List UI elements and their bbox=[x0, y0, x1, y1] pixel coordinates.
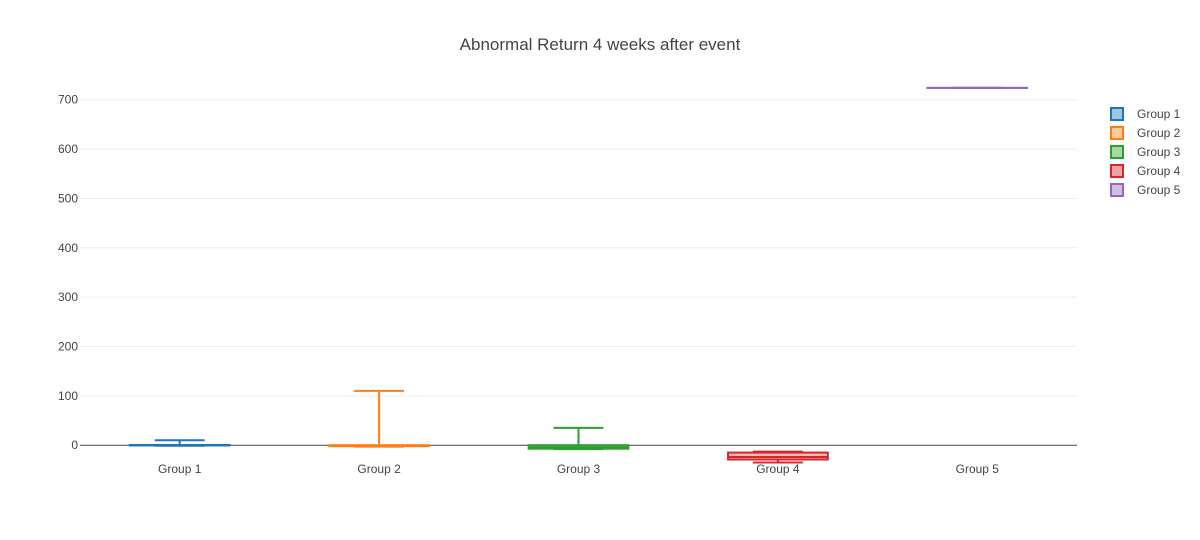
box-trace bbox=[328, 389, 430, 448]
y-tick-label: 0 bbox=[71, 438, 78, 452]
x-tick-label: Group 2 bbox=[357, 462, 401, 476]
legend-item[interactable]: Group 5 bbox=[1110, 183, 1181, 197]
chart-title: Abnormal Return 4 weeks after event bbox=[460, 35, 741, 54]
legend-label: Group 4 bbox=[1137, 164, 1181, 178]
y-axis-ticks: 0 100 200 300 400 500 600 700 bbox=[58, 93, 78, 452]
legend-swatch bbox=[1110, 183, 1124, 197]
legend-label: Group 3 bbox=[1137, 145, 1181, 159]
legend-item[interactable]: Group 1 bbox=[1110, 107, 1181, 121]
legend-item[interactable]: Group 2 bbox=[1110, 126, 1181, 140]
y-tick-label: 100 bbox=[58, 389, 78, 403]
x-tick-label: Group 3 bbox=[557, 462, 601, 476]
legend-swatch bbox=[1110, 145, 1124, 159]
legend-swatch bbox=[1110, 164, 1124, 178]
gridlines bbox=[80, 99, 1077, 397]
legend-label: Group 2 bbox=[1137, 126, 1181, 140]
legend[interactable]: Group 1 Group 2 Group 3 Group 4 Group 5 bbox=[1110, 107, 1181, 197]
y-tick-label: 600 bbox=[58, 142, 78, 156]
x-tick-label: Group 4 bbox=[756, 462, 800, 476]
legend-swatch bbox=[1110, 107, 1124, 121]
legend-label: Group 5 bbox=[1137, 183, 1181, 197]
legend-item[interactable]: Group 4 bbox=[1110, 164, 1181, 178]
box-traces bbox=[128, 86, 1029, 464]
legend-swatch bbox=[1110, 126, 1124, 140]
y-tick-label: 200 bbox=[58, 339, 78, 353]
x-tick-label: Group 1 bbox=[158, 462, 202, 476]
box-trace bbox=[727, 450, 829, 464]
legend-item[interactable]: Group 3 bbox=[1110, 145, 1181, 159]
legend-label: Group 1 bbox=[1137, 107, 1181, 121]
y-tick-label: 700 bbox=[58, 93, 78, 107]
y-tick-label: 400 bbox=[58, 241, 78, 255]
box-trace bbox=[527, 426, 630, 451]
box-trace bbox=[128, 439, 231, 447]
y-tick-label: 300 bbox=[58, 290, 78, 304]
x-axis-ticks: Group 1 Group 2 Group 3 Group 4 Group 5 bbox=[158, 462, 999, 476]
y-tick-label: 500 bbox=[58, 191, 78, 205]
x-tick-label: Group 5 bbox=[956, 462, 1000, 476]
